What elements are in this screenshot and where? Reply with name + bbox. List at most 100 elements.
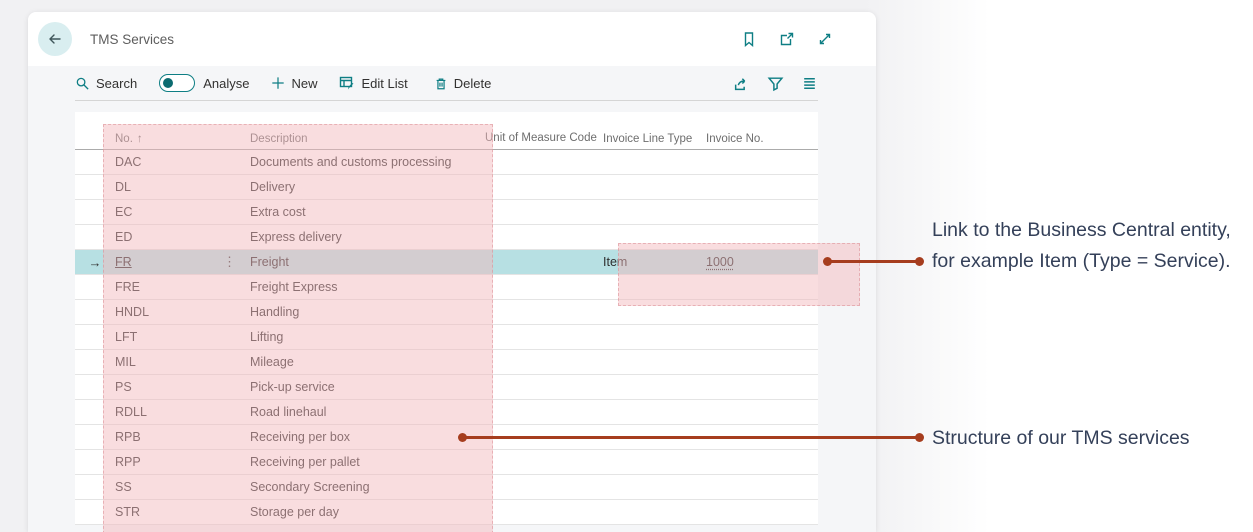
table-row[interactable]: RPP Receiving per pallet [75,450,818,475]
table-header-row: No. ↑ Description Unit of Measure Code I… [75,112,818,150]
cell-description[interactable]: Extra cost [250,205,306,219]
cell-no[interactable]: FR ⋮ [115,254,250,270]
cell-no[interactable]: STR [115,505,250,519]
cell-description[interactable]: Express delivery [250,230,342,244]
callout-dot [458,433,467,442]
new-button[interactable]: New [271,76,317,91]
toolbar-divider [75,100,818,101]
service-code[interactable]: MIL [115,355,136,369]
view-options-icon[interactable] [800,74,818,92]
service-code[interactable]: FRE [115,280,140,294]
cell-no[interactable]: RPB [115,430,250,444]
table-row[interactable]: EC Extra cost [75,200,818,225]
search-button[interactable]: Search [75,76,137,91]
column-header-description[interactable]: Description [250,133,308,145]
cell-no[interactable]: DAC [115,155,250,169]
callout-dot [915,257,924,266]
services-table: No. ↑ Description Unit of Measure Code I… [75,112,818,525]
cell-description[interactable]: Freight [250,255,289,269]
service-code[interactable]: HNDL [115,305,150,319]
service-code[interactable]: RDLL [115,405,147,419]
service-code[interactable]: FR [115,255,132,269]
edit-list-button[interactable]: Edit List [339,75,408,91]
service-code[interactable]: EC [115,205,133,219]
cell-no[interactable]: RDLL [115,405,250,419]
table-row[interactable]: RPB Receiving per box [75,425,818,450]
invoice-no-link[interactable]: 1000 [706,255,734,269]
cell-description[interactable]: Delivery [250,180,296,194]
table-row[interactable]: ED Express delivery [75,225,818,250]
table-row[interactable]: RDLL Road linehaul [75,400,818,425]
service-code[interactable]: DAC [115,155,142,169]
cell-no[interactable]: DL [115,180,250,194]
service-code[interactable]: PS [115,380,132,394]
toggle-knob [163,77,174,88]
edit-list-icon [340,76,354,90]
cell-no[interactable]: EC [115,205,250,219]
service-code[interactable]: LFT [115,330,138,344]
back-button[interactable] [38,22,72,56]
table-body: DAC Documents and customs processing DL Del… [75,150,818,525]
table-row[interactable]: LFT Lifting [75,325,818,350]
bookmark-icon[interactable] [740,30,758,48]
filter-icon[interactable] [766,74,784,92]
column-header-uom[interactable]: Unit of Measure Code [485,131,597,144]
table-row[interactable]: MIL Mileage [75,350,818,375]
annotation-structure: Structure of our TMS services [932,427,1190,449]
cell-no[interactable]: MIL [115,355,250,369]
cell-no[interactable]: RPP [115,455,250,469]
cell-no[interactable]: ED [115,230,250,244]
expand-icon[interactable] [816,30,834,48]
service-code[interactable]: ED [115,230,133,244]
window-header: TMS Services [28,12,876,66]
table-row[interactable]: STR Storage per day [75,500,818,525]
table-row[interactable]: HNDL Handling [75,300,818,325]
cell-no[interactable]: HNDL [115,305,250,319]
plus-icon [272,77,285,89]
cell-description[interactable]: Mileage [250,355,294,369]
callout-dot [823,257,832,266]
cell-description[interactable]: Documents and customs processing [250,155,452,169]
analyse-toggle[interactable] [159,74,196,92]
cell-no[interactable]: LFT [115,330,250,344]
table-row[interactable]: FRE Freight Express [75,275,818,300]
analyse-label: Analyse [203,75,250,91]
cell-no[interactable]: FRE [115,280,250,294]
cell-description[interactable]: Storage per day [250,505,339,519]
cell-invoice-no[interactable]: 1000 [706,255,818,269]
service-code[interactable]: DL [115,180,131,194]
page-title: TMS Services [90,31,175,47]
table-row[interactable]: SS Secondary Screening [75,475,818,500]
cell-description[interactable]: Pick-up service [250,380,335,394]
callout-dot [915,433,924,442]
cell-no[interactable]: PS [115,380,250,394]
share-icon[interactable] [732,74,750,92]
cell-invoice-line-type[interactable]: Item [603,255,628,269]
delete-button[interactable]: Delete [434,76,491,91]
delete-icon [436,78,446,89]
cell-description[interactable]: Lifting [250,330,284,344]
cell-no[interactable]: SS [115,480,250,494]
cell-description[interactable]: Handling [250,305,300,319]
open-in-new-window-icon[interactable] [778,30,796,48]
column-header-invoice-no[interactable]: Invoice No. [706,133,764,145]
cell-description[interactable]: Receiving per box [250,430,351,444]
action-toolbar: Search Analyse New Edit List Delete [75,66,818,100]
column-header-invoice-line-type[interactable]: Invoice Line Type [603,133,693,145]
service-code[interactable]: STR [115,505,140,519]
service-code[interactable]: SS [115,480,132,494]
service-code[interactable]: RPB [115,430,141,444]
table-row[interactable]: DAC Documents and customs processing [75,150,818,175]
cell-description[interactable]: Road linehaul [250,405,327,419]
search-label: Search [96,75,138,91]
cell-description[interactable]: Secondary Screening [250,480,370,494]
annotation-entity-link: Link to the Business Central entity, for… [932,219,1231,272]
cell-description[interactable]: Freight Express [250,280,338,294]
table-row[interactable]: DL Delivery [75,175,818,200]
service-code[interactable]: RPP [115,455,141,469]
table-row[interactable]: PS Pick-up service [75,375,818,400]
table-row[interactable]: → FR ⋮ Freight Item 1000 [75,250,818,275]
row-menu-icon[interactable]: ⋮ [223,254,236,269]
cell-description[interactable]: Receiving per pallet [250,455,360,469]
column-header-no[interactable]: No. ↑ [115,133,143,145]
